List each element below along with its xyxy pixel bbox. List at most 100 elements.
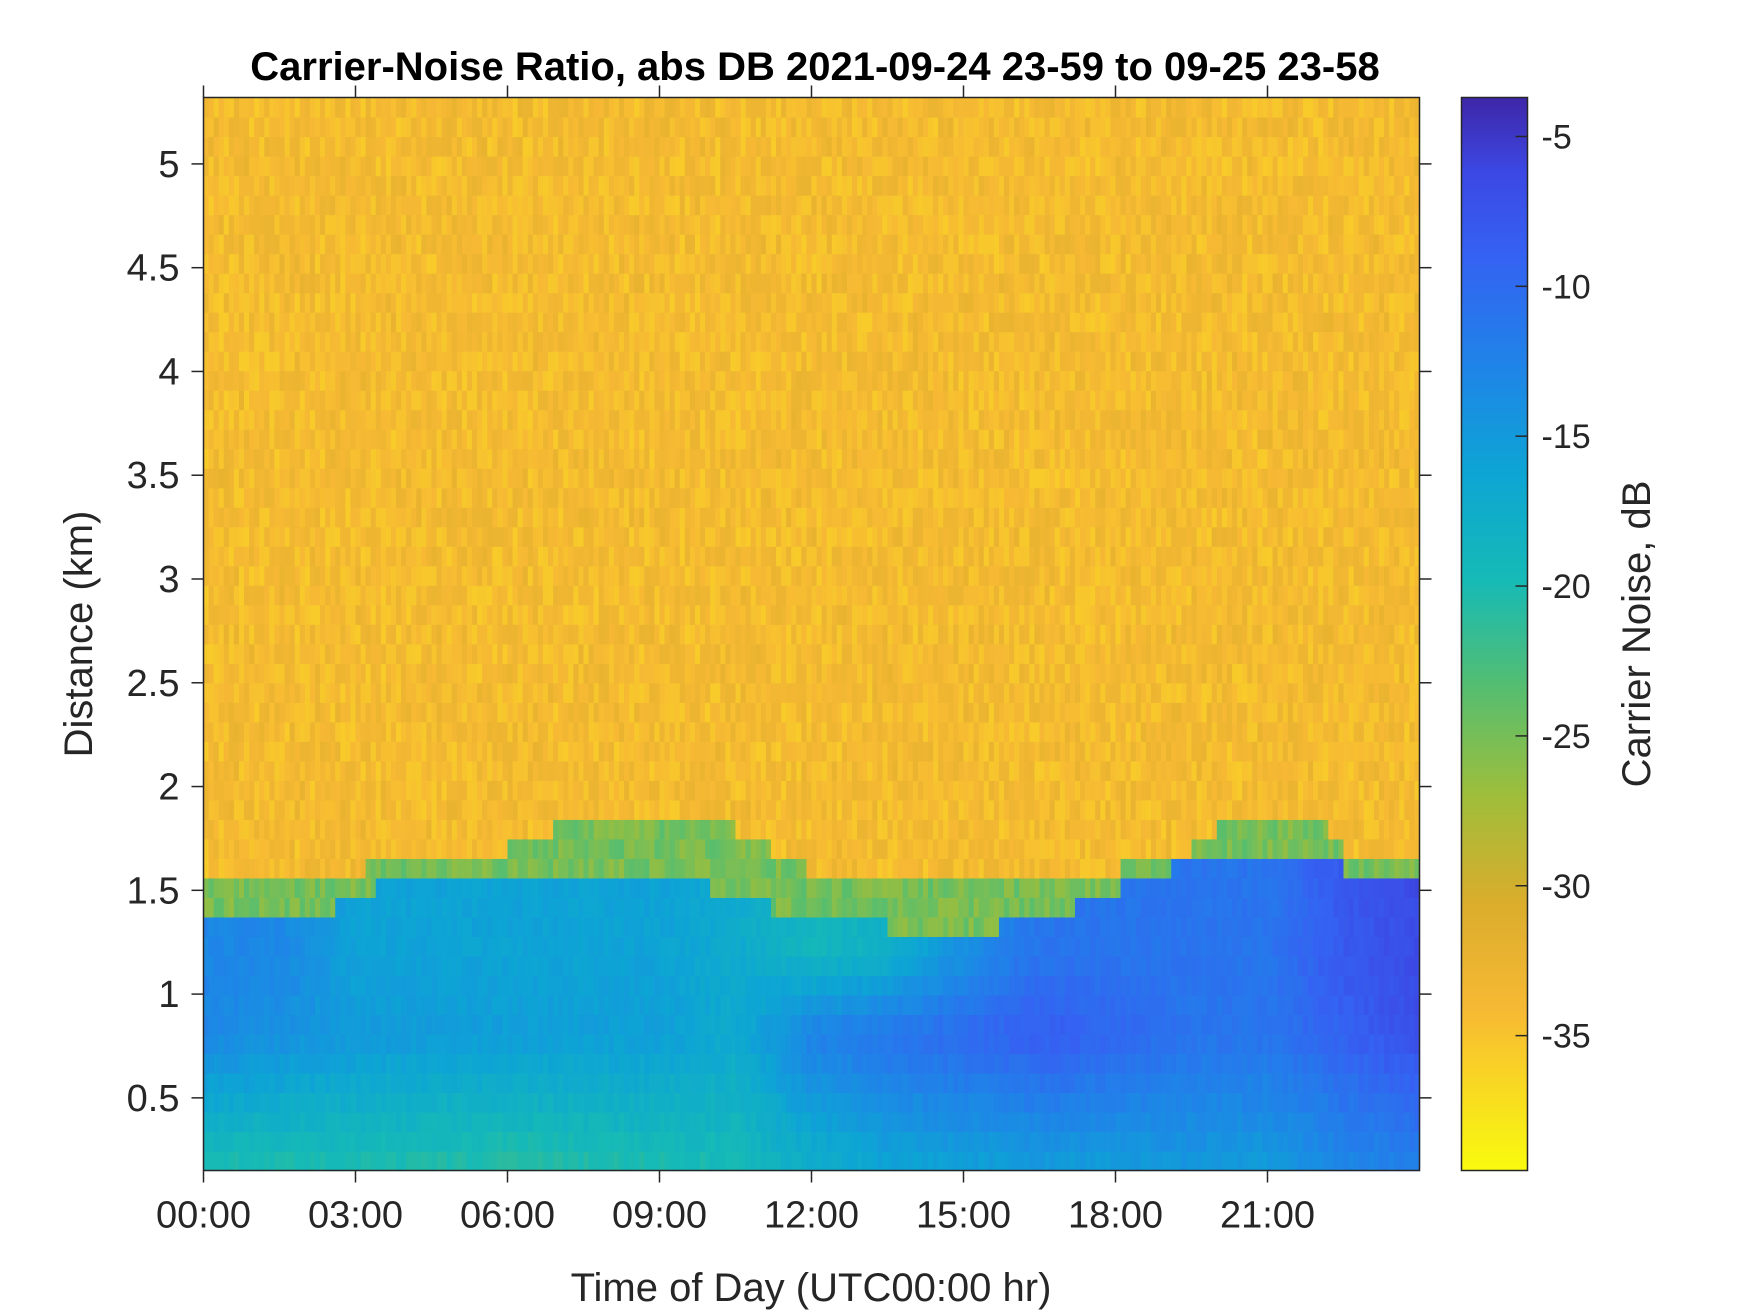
heatmap-cell (320, 1092, 326, 1113)
heatmap-cell (573, 175, 580, 196)
heatmap-cell (233, 643, 240, 664)
heatmap-cell (644, 994, 650, 1016)
heatmap-cell (380, 682, 387, 703)
heatmap-cell (284, 292, 291, 313)
heatmap-cell (249, 819, 255, 840)
heatmap-cell (441, 97, 448, 118)
heatmap-cell (639, 526, 645, 547)
heatmap-cell (497, 253, 504, 274)
heatmap-cell (451, 429, 458, 450)
heatmap-cell (456, 663, 463, 684)
heatmap-cell (644, 799, 650, 820)
heatmap-cell (431, 994, 438, 1016)
heatmap-cell (578, 760, 585, 781)
heatmap-cell (583, 487, 590, 508)
heatmap-cell (446, 156, 453, 177)
heatmap-cell (264, 292, 270, 313)
heatmap-cell (355, 312, 362, 333)
heatmap-cell (542, 1072, 549, 1094)
heatmap-cell (289, 877, 296, 898)
heatmap-cell (380, 448, 387, 469)
heatmap-cell (259, 760, 265, 781)
heatmap-cell (320, 156, 326, 177)
heatmap-cell (598, 546, 605, 567)
heatmap-cell (502, 331, 509, 352)
heatmap-cell (345, 760, 352, 781)
heatmap-cell (259, 526, 265, 547)
heatmap-cell (289, 175, 296, 196)
heatmap-cell (497, 175, 504, 196)
heatmap-cell (350, 565, 357, 586)
heatmap-cell (380, 429, 387, 450)
heatmap-cell (553, 897, 559, 918)
heatmap-cell (441, 604, 448, 625)
heatmap-cell (649, 156, 656, 177)
heatmap-cell (624, 195, 630, 216)
heatmap-cell (598, 585, 605, 606)
heatmap-cell (558, 468, 564, 489)
heatmap-cell (401, 643, 407, 664)
heatmap-cell (213, 487, 220, 508)
heatmap-cell (289, 604, 296, 625)
heatmap-cell (345, 1150, 352, 1172)
heatmap-cell (213, 604, 220, 625)
heatmap-cell (279, 916, 286, 937)
heatmap-cell (629, 1072, 635, 1094)
heatmap-cell (492, 975, 498, 996)
heatmap-cell (314, 1033, 321, 1055)
heatmap-cell (203, 195, 210, 216)
heatmap-cell (497, 1033, 504, 1055)
heatmap-cell (289, 409, 296, 430)
heatmap-cell (309, 351, 316, 372)
heatmap-cell (406, 780, 412, 801)
heatmap-cell (365, 624, 372, 645)
heatmap-cell (208, 331, 215, 352)
heatmap-cell (558, 1111, 564, 1133)
heatmap-cell (320, 195, 326, 216)
heatmap-cell (497, 312, 504, 333)
heatmap-cell (456, 136, 463, 157)
heatmap-cell (527, 585, 534, 606)
heatmap-cell (325, 195, 331, 216)
heatmap-cell (380, 390, 387, 411)
heatmap-cell (279, 838, 286, 859)
heatmap-cell (451, 604, 458, 625)
heatmap-cell (411, 1072, 417, 1094)
heatmap-cell (527, 507, 534, 528)
heatmap-cell (385, 1072, 392, 1094)
heatmap-cell (472, 585, 478, 606)
heatmap-cell (451, 273, 458, 294)
heatmap-cell (461, 565, 468, 586)
heatmap-cell (548, 897, 554, 918)
heatmap-cell (629, 292, 635, 313)
heatmap-cell (568, 409, 574, 430)
heatmap-cell (436, 741, 443, 762)
heatmap-cell (416, 487, 422, 508)
heatmap-cell (512, 897, 519, 918)
heatmap-cell (598, 1111, 605, 1133)
heatmap-cell (259, 175, 265, 196)
heatmap-cell (563, 858, 569, 879)
heatmap-cell (426, 390, 433, 411)
heatmap-cell (563, 117, 569, 138)
heatmap-cell (593, 487, 600, 508)
heatmap-cell (406, 273, 412, 294)
heatmap-cell (618, 682, 625, 703)
heatmap-cell (578, 741, 585, 762)
heatmap-cell (436, 429, 443, 450)
heatmap-cell (553, 312, 559, 333)
heatmap-cell (325, 1014, 331, 1035)
heatmap-cell (482, 97, 488, 118)
heatmap-cell (213, 760, 220, 781)
heatmap-cell (228, 1053, 235, 1074)
heatmap-cell (603, 1092, 610, 1113)
heatmap-cell (542, 253, 549, 274)
heatmap-cell (588, 546, 595, 567)
heatmap-cell (563, 370, 569, 391)
heatmap-cell (593, 331, 600, 352)
heatmap-cell (441, 214, 448, 235)
heatmap-cell (208, 780, 215, 801)
heatmap-cell (477, 1072, 483, 1094)
heatmap-cell (269, 682, 276, 703)
heatmap-cell (269, 604, 276, 625)
